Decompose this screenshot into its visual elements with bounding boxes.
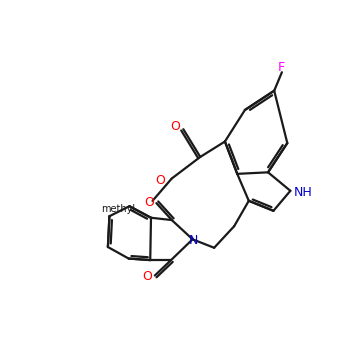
Text: methyl: methyl (102, 203, 136, 213)
Text: O: O (155, 174, 165, 187)
Text: NH: NH (294, 186, 313, 199)
Text: F: F (278, 61, 285, 74)
Text: N: N (189, 233, 198, 247)
Text: O: O (144, 196, 154, 209)
Text: O: O (171, 120, 180, 132)
Text: O: O (142, 270, 152, 283)
